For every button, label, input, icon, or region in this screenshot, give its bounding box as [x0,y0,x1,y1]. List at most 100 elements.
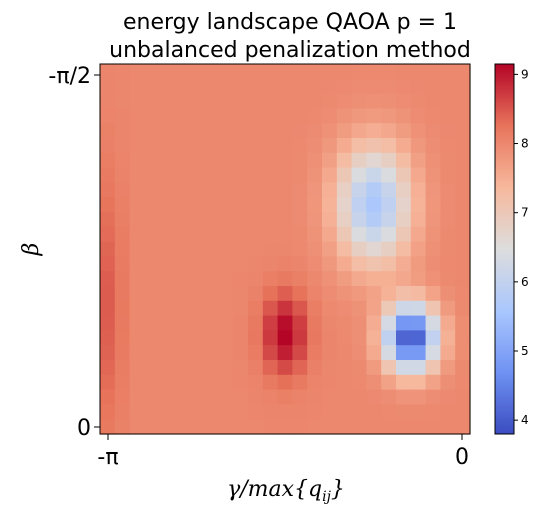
x-tick-label: 0 [455,445,469,470]
heatmap-cell [218,286,234,302]
heatmap-cell [114,93,131,109]
heatmap-cell [336,167,353,183]
heatmap-cell [174,108,190,124]
heatmap-cell [248,123,264,139]
heatmap-cell [100,286,116,302]
heatmap-cell [248,315,264,331]
heatmap-cell [114,374,131,391]
heatmap-cell [322,241,338,257]
heatmap-cell [336,419,353,435]
heatmap-cell [159,419,175,435]
heatmap-cell [410,374,427,391]
heatmap-cell [292,300,308,317]
heatmap-cell [262,419,279,435]
heatmap-cell [292,78,308,95]
heatmap-cell [440,241,456,257]
heatmap-cell [233,241,249,257]
heatmap-cell [159,271,175,287]
heatmap-cell [366,93,382,109]
heatmap-cell [292,123,308,139]
heatmap-cell [174,138,190,154]
heatmap-cell [277,138,293,154]
heatmap-cell [159,389,175,405]
heatmap-cell [218,345,234,361]
heatmap-cell [396,330,412,346]
heatmap-cell [440,212,456,228]
heatmap-cell [174,182,190,198]
heatmap-cell [114,241,131,257]
heatmap-cell [100,315,116,331]
heatmap-cell [100,389,116,405]
heatmap-cell [218,93,234,109]
heatmap-cell [292,330,308,346]
heatmap-cell [322,345,338,361]
chart-title-line-1: energy landscape QAOA p = 1 [123,10,457,35]
heatmap-cell [381,212,397,228]
heatmap-cell [188,404,205,420]
heatmap-cell [410,315,427,331]
heatmap-cell [336,138,353,154]
heatmap-cell [174,93,190,109]
heatmap-cell [262,330,279,346]
heatmap-cell [410,286,427,302]
heatmap-cell [351,108,367,124]
heatmap-cell [129,286,145,302]
heatmap-cell [114,345,131,361]
heatmap-cell [336,108,353,124]
heatmap-cell [218,404,234,420]
heatmap-cell [277,345,293,361]
heatmap-cell [248,256,264,272]
heatmap-cell [381,152,397,169]
heatmap-cell [248,286,264,302]
heatmap-cell [410,138,427,154]
heatmap-cell [233,286,249,302]
heatmap-cell [159,374,175,391]
heatmap-cell [410,212,427,228]
heatmap-cell [262,360,279,376]
heatmap-cell [366,152,382,169]
heatmap-cell [100,419,116,435]
heatmap-cell [277,108,293,124]
x-axis: -π 0 γ/max{qij} [97,434,469,505]
heatmap-cell [366,404,382,420]
heatmap-cell [188,167,205,183]
heatmap-cell [336,404,353,420]
heatmap-cell [100,138,116,154]
heatmap-cell [455,167,471,183]
heatmap-cell [262,226,279,243]
colorbar-tick-label: 4 [521,413,529,427]
heatmap-cell [277,226,293,243]
heatmap-cell [366,271,382,287]
colorbar [494,63,515,435]
heatmap-cell [292,315,308,331]
heatmap-cell [188,226,205,243]
heatmap-cell [203,389,219,405]
heatmap-cell [277,330,293,346]
heatmap-cell [440,389,456,405]
heatmap-cell [129,300,145,317]
heatmap-cell [159,300,175,317]
heatmap-cell [381,226,397,243]
heatmap-cell [396,167,412,183]
heatmap-cell [188,108,205,124]
heatmap-cell [396,152,412,169]
heatmap-cell [440,138,456,154]
heatmap-cell [396,315,412,331]
heatmap-cell [425,108,441,124]
heatmap-cell [366,123,382,139]
heatmap-cell [144,138,160,154]
heatmap-cell [336,300,353,317]
heatmap-cell [114,315,131,331]
heatmap-cell [174,123,190,139]
heatmap-cell [188,152,205,169]
heatmap-cell [307,345,323,361]
heatmap-cell [366,345,382,361]
heatmap-cell [440,300,456,317]
heatmap-cell [218,138,234,154]
heatmap-cell [381,256,397,272]
heatmap-cell [188,123,205,139]
heatmap-cell [188,345,205,361]
heatmap-cell [396,226,412,243]
heatmap-cell [129,182,145,198]
heatmap-cell [455,345,471,361]
